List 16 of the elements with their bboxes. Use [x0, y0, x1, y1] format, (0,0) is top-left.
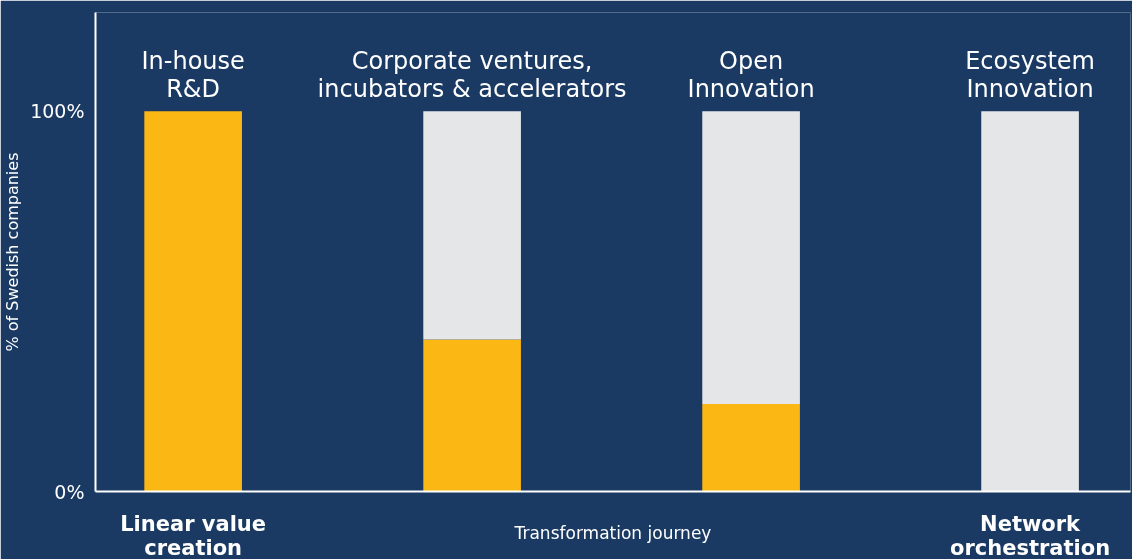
bar — [144, 111, 242, 492]
bar — [702, 111, 800, 405]
bar — [702, 404, 800, 492]
x-tick-label: In-house R&D — [141, 47, 245, 104]
x-tick-label: Ecosystem Innovation — [965, 47, 1095, 104]
bar — [981, 111, 1079, 492]
bar — [423, 339, 521, 492]
y-tick-label: 0% — [54, 480, 85, 503]
y-tick-label: 100% — [30, 100, 85, 123]
x-tick-label: Corporate ventures, incubators & accelerators — [317, 47, 627, 104]
bar — [423, 111, 521, 340]
y-axis-title: % of Swedish companies — [3, 152, 23, 352]
text: Network orchestration — [950, 511, 1111, 559]
x-tick-label: Open Innovation — [687, 47, 815, 104]
x-axis-title: Transformation journey — [513, 522, 712, 543]
text: Linear value creation — [120, 511, 267, 559]
